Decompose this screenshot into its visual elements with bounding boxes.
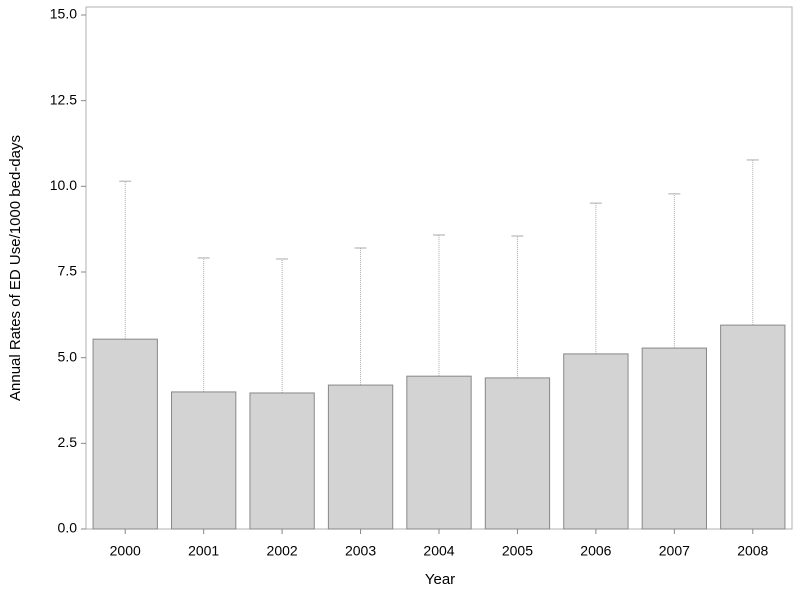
bar xyxy=(92,338,158,530)
x-axis-title: Year xyxy=(425,571,455,588)
bar xyxy=(484,377,551,530)
x-tick-label: 2008 xyxy=(737,543,768,559)
y-axis-title: Annual Rates of ED Use/1000 bed-days xyxy=(7,135,24,401)
x-tick-label: 2002 xyxy=(267,543,298,559)
bar xyxy=(720,324,786,530)
y-tick-label: 15.0 xyxy=(50,6,77,22)
bar xyxy=(563,353,629,530)
x-tick-label: 2001 xyxy=(188,543,219,559)
bar xyxy=(406,375,472,530)
x-tick-label: 2000 xyxy=(110,543,141,559)
x-tick-label: 2003 xyxy=(345,543,376,559)
y-tick-label: 7.5 xyxy=(58,263,78,279)
y-tick-label: 0.0 xyxy=(58,520,78,536)
x-tick-label: 2005 xyxy=(502,543,533,559)
y-tick-label: 2.5 xyxy=(58,434,78,450)
y-tick-label: 5.0 xyxy=(58,348,78,364)
y-tick-label: 10.0 xyxy=(50,177,77,193)
bar xyxy=(327,384,394,530)
bar xyxy=(641,347,707,530)
y-tick-label: 12.5 xyxy=(50,91,77,107)
bar xyxy=(171,391,237,530)
x-tick-label: 2004 xyxy=(423,543,454,559)
x-tick-label: 2006 xyxy=(580,543,611,559)
bar xyxy=(249,392,315,530)
x-tick-label: 2007 xyxy=(659,543,690,559)
